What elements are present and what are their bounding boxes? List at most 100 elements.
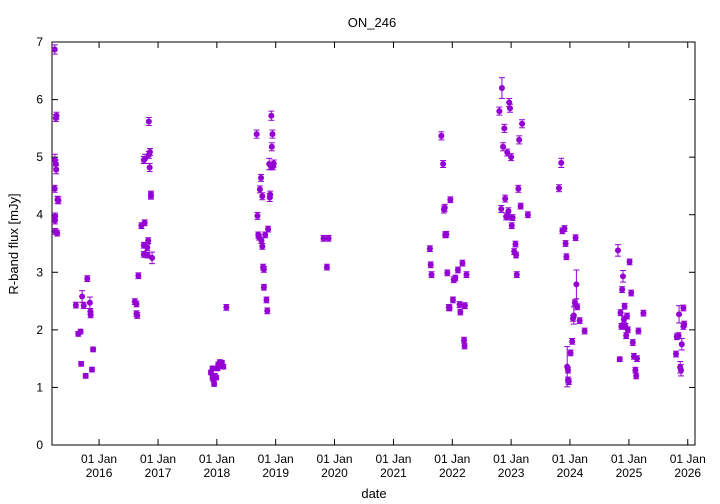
y-tick-label: 4 (36, 208, 43, 222)
data-point (440, 161, 447, 168)
data-point (461, 342, 468, 349)
data-point (428, 271, 435, 278)
data-point (509, 214, 516, 221)
data-point (53, 166, 60, 173)
data-point (558, 159, 565, 166)
y-axis: 0 1 2 3 4 5 6 7 (36, 35, 695, 452)
data-point (260, 284, 267, 291)
x-tick-label-year: 2018 (204, 466, 231, 480)
data-point (513, 271, 520, 278)
x-tick-label-year: 2021 (380, 466, 407, 480)
data-point (624, 326, 631, 333)
data-point (619, 286, 626, 293)
data-point (617, 309, 624, 316)
data-point (52, 217, 59, 224)
data-point (672, 351, 679, 358)
data-point (72, 302, 79, 309)
data-point (459, 260, 466, 267)
data-point (220, 363, 227, 370)
data-point (80, 302, 87, 309)
data-point (258, 237, 265, 244)
data-point (574, 303, 581, 310)
data-point (90, 346, 97, 353)
data-point (54, 230, 61, 237)
data-point (504, 213, 511, 220)
y-tick-label: 6 (36, 93, 43, 107)
data-point (561, 225, 568, 232)
data-point (51, 185, 58, 192)
data-point (135, 272, 142, 279)
data-point (461, 337, 468, 344)
data-point (438, 132, 445, 139)
data-point (675, 332, 682, 339)
y-tick-label: 1 (36, 380, 43, 394)
data-point (570, 312, 577, 319)
x-tick-label-year: 2020 (321, 466, 348, 480)
x-tick-label-year: 2019 (262, 466, 289, 480)
x-tick-label: 01 Jan (375, 452, 411, 466)
data-point (443, 231, 450, 238)
data-point (501, 125, 508, 132)
data-point (640, 310, 647, 317)
data-point (517, 203, 524, 210)
data-point (572, 234, 579, 241)
data-point (426, 245, 433, 252)
data-point (133, 300, 140, 307)
data-point (629, 339, 636, 346)
data-point (141, 155, 148, 162)
data-point (253, 131, 260, 138)
data-point (53, 112, 60, 119)
data-point (320, 235, 327, 242)
data-point (506, 105, 513, 112)
data-point (508, 154, 515, 161)
data-point (516, 136, 523, 143)
data-point (77, 328, 84, 335)
data-point (141, 219, 148, 226)
data-point (632, 367, 639, 374)
data-point (524, 211, 531, 218)
data-point (519, 120, 526, 127)
data-point (441, 204, 448, 211)
data-point (562, 240, 569, 247)
data-point (254, 212, 261, 219)
data-point (452, 275, 459, 282)
data-point (268, 143, 275, 150)
data-point (502, 195, 509, 202)
data-point (678, 341, 685, 348)
data-point (260, 266, 267, 273)
data-point (676, 311, 683, 318)
data-point (680, 304, 687, 311)
x-tick-label: 01 Jan (611, 452, 647, 466)
data-point (87, 311, 94, 318)
data-point (496, 108, 503, 115)
data-point (447, 196, 454, 203)
data-point (500, 143, 507, 150)
data-point (581, 328, 588, 335)
data-point (145, 118, 152, 125)
data-point (263, 296, 270, 303)
data-point (146, 148, 153, 155)
data-point (513, 252, 520, 259)
data-point (454, 266, 461, 273)
y-tick-label: 0 (36, 438, 43, 452)
data-point (512, 241, 519, 248)
data-point (82, 372, 89, 379)
data-points (51, 46, 688, 387)
data-point (55, 197, 62, 204)
chart-title: ON_246 (348, 15, 396, 30)
data-point (258, 174, 265, 181)
data-point (269, 131, 276, 138)
data-point (134, 312, 141, 319)
data-point (149, 254, 156, 261)
data-point (623, 332, 630, 339)
data-point (635, 328, 642, 335)
data-point (147, 192, 154, 199)
x-tick-label: 01 Jan (434, 452, 470, 466)
data-point (78, 360, 85, 367)
data-point (86, 299, 93, 306)
data-point (508, 222, 515, 229)
data-point (633, 372, 640, 379)
data-point (498, 205, 505, 212)
data-point (567, 349, 574, 356)
data-point (623, 313, 630, 320)
